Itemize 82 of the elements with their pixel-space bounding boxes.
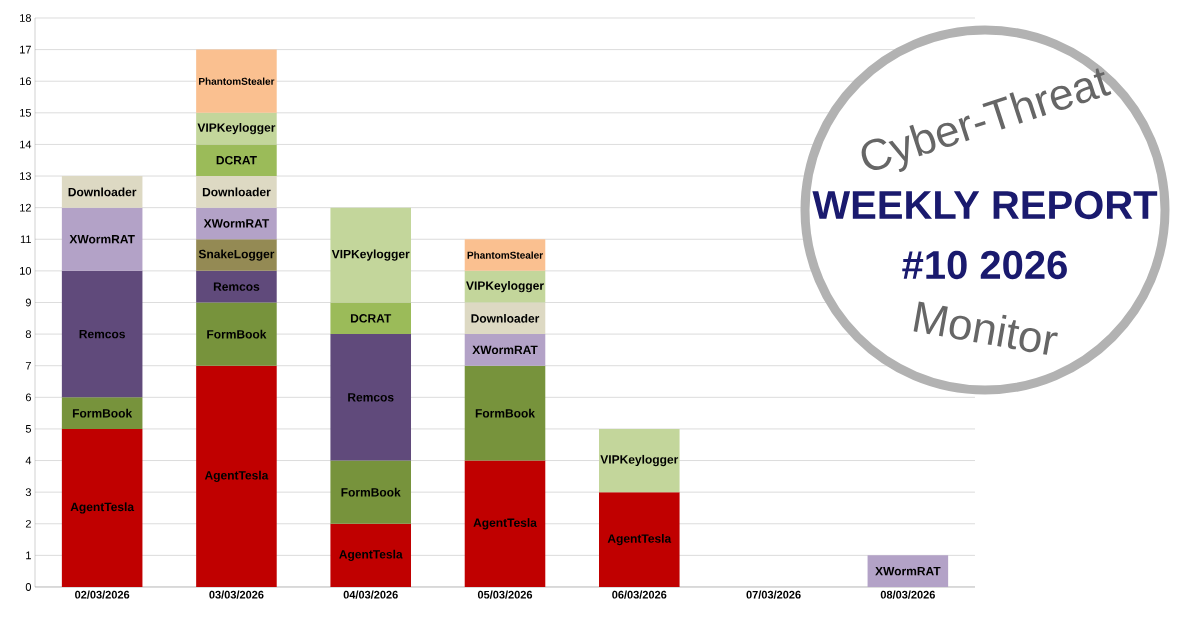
- x-tick-label: 04/03/2026: [343, 590, 398, 599]
- bar: [330, 334, 412, 461]
- text: XWormRAT: [203, 219, 270, 228]
- y-tick-label: 11: [20, 235, 31, 244]
- series-label: DCRAT: [216, 155, 257, 165]
- bar: [196, 176, 277, 208]
- bar: [196, 270, 277, 303]
- text: AgentTesla: [204, 470, 269, 482]
- y-tick-label: 7: [25, 361, 31, 370]
- text: Downloader: [471, 313, 540, 323]
- series-label: VIPKeylogger: [466, 281, 544, 293]
- bar: [330, 207, 412, 303]
- text: VIPKeylogger: [331, 249, 410, 261]
- bar: [196, 365, 277, 587]
- text: VIPKeylogger: [197, 123, 276, 135]
- bar: [61, 176, 143, 208]
- text: AgentTesla: [339, 549, 403, 561]
- bar: [196, 49, 277, 113]
- text: FormBook: [207, 329, 267, 339]
- bar: [464, 239, 546, 271]
- x-tick-label: 03/03/2026: [209, 590, 264, 599]
- text: VIPKeylogger: [600, 454, 679, 467]
- bar: [196, 302, 277, 366]
- annotation: Monitor: [913, 301, 1058, 355]
- x-tick-label: 05/03/2026: [477, 590, 533, 599]
- y-tick-label: 2: [25, 519, 31, 528]
- text: #10 2026: [902, 250, 1067, 280]
- y-tick-label: 3: [25, 488, 31, 497]
- bar: [599, 492, 680, 587]
- series-label: Remcos: [213, 282, 260, 291]
- series-label: Downloader: [68, 187, 137, 197]
- bar: [464, 365, 546, 461]
- series-label: FormBook: [341, 487, 401, 497]
- x-tick-label: 02/03/2026: [75, 590, 130, 599]
- text: DCRAT: [350, 314, 392, 323]
- y-tick-label: 17: [20, 45, 31, 54]
- bar: [867, 555, 949, 587]
- series-label: SnakeLogger: [198, 249, 275, 261]
- text: Remcos: [348, 393, 394, 402]
- y-tick-label: 8: [25, 330, 31, 338]
- x-tick-label: 07/03/2026: [746, 590, 801, 599]
- text: WEEKLY REPORT: [812, 190, 1158, 220]
- y-tick-label: 14: [20, 140, 32, 149]
- y-tick-label: 15: [20, 108, 31, 117]
- series-label: XWormRAT: [472, 345, 538, 355]
- y-tick-label: 1: [26, 551, 31, 560]
- y-tick-label: 18: [20, 14, 31, 22]
- bar: [61, 207, 143, 271]
- y-tick-label: 10: [20, 266, 32, 275]
- y-tick-label: 13: [20, 172, 31, 180]
- bar: [464, 460, 546, 587]
- bar: [61, 270, 143, 398]
- text: PhantomStealer: [467, 251, 543, 259]
- bar: [464, 334, 546, 366]
- bar: [599, 428, 680, 493]
- y-tick-label: 9: [25, 298, 31, 307]
- bar: [330, 523, 412, 587]
- text: AgentTesla: [473, 518, 537, 530]
- series-label: PhantomStealer: [199, 77, 275, 85]
- y-tick-label: 6: [25, 393, 31, 402]
- bar: [61, 428, 143, 587]
- y-tick-label: 12: [20, 203, 31, 212]
- text: AgentTesla: [70, 502, 135, 514]
- bar: [464, 302, 546, 335]
- series-label: AgentTesla: [607, 533, 672, 546]
- bar: [330, 460, 412, 524]
- y-tick-label: 16: [20, 77, 31, 86]
- bar: [61, 397, 143, 429]
- y-tick-label: 4: [25, 456, 32, 465]
- text: Downloader: [202, 187, 271, 197]
- text: XWormRAT: [875, 567, 941, 576]
- x-tick-label: 06/03/2026: [612, 590, 667, 599]
- text: XWormRAT: [69, 235, 135, 244]
- y-tick-label: 5: [25, 425, 31, 433]
- bar: [196, 239, 277, 271]
- text: Remcos: [79, 329, 125, 339]
- bar: [330, 302, 412, 335]
- text: FormBook: [475, 408, 536, 418]
- text: FormBook: [72, 408, 133, 418]
- y-tick-label: 0: [25, 583, 32, 591]
- x-tick-label: 08/03/2026: [880, 590, 935, 599]
- bar: [196, 144, 277, 177]
